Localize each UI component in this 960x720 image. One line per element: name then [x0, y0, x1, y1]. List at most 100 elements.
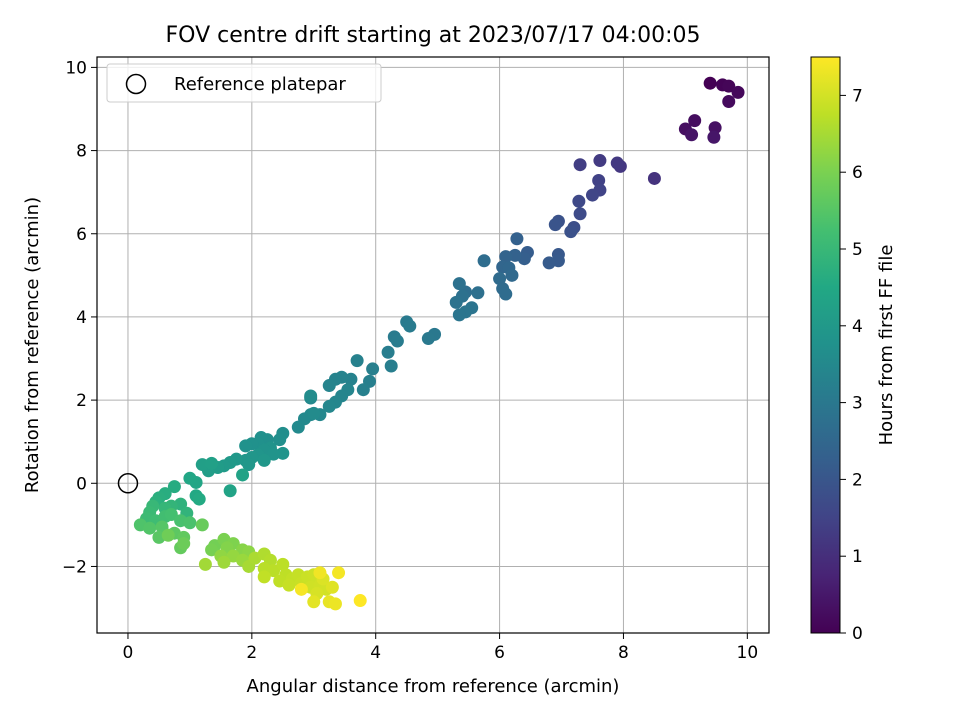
- y-axis-ticks: −2 0 2 4 6 8 10: [62, 58, 97, 577]
- data-point: [332, 566, 346, 580]
- data-point: [610, 156, 624, 170]
- data-point: [195, 518, 209, 532]
- data-point: [403, 319, 417, 333]
- data-point: [688, 114, 702, 128]
- data-point: [542, 256, 556, 270]
- reference-platepar-marker: [117, 473, 139, 494]
- data-point: [183, 471, 197, 485]
- data-point: [236, 468, 250, 482]
- data-point: [322, 379, 336, 393]
- data-point: [205, 456, 219, 470]
- data-point: [282, 578, 296, 592]
- data-point: [499, 250, 513, 264]
- data-point: [685, 128, 699, 142]
- data-point: [325, 580, 339, 594]
- data-point: [572, 194, 586, 208]
- y-axis-label: Rotation from reference (arcmin): [22, 197, 43, 493]
- data-point: [381, 345, 395, 359]
- x-axis-label: Angular distance from reference (arcmin): [247, 676, 620, 697]
- data-point: [167, 480, 181, 494]
- data-point: [477, 254, 491, 268]
- legend-box: [106, 63, 382, 103]
- data-point: [273, 433, 287, 447]
- data-point: [390, 334, 404, 348]
- colorbar-tick-label: 4: [852, 317, 863, 337]
- data-point: [192, 492, 206, 506]
- x-tick-label: 0: [123, 643, 134, 663]
- data-point: [592, 174, 606, 188]
- data-point: [585, 188, 599, 202]
- data-point: [449, 295, 463, 309]
- data-point: [510, 232, 524, 246]
- data-point: [276, 557, 290, 571]
- data-point: [161, 528, 175, 542]
- data-point: [276, 446, 290, 460]
- y-tick-label: 6: [76, 225, 87, 245]
- data-point: [548, 218, 562, 232]
- colorbar-tick-label: 3: [852, 394, 863, 414]
- colorbar-tick-label: 1: [852, 547, 863, 567]
- data-point: [708, 121, 722, 135]
- data-point: [452, 277, 466, 291]
- colorbar-label: Hours from first FF file: [876, 245, 897, 446]
- data-point: [366, 362, 380, 376]
- data-point: [722, 94, 736, 108]
- data-point: [356, 383, 370, 397]
- data-point: [291, 420, 305, 434]
- data-point: [505, 268, 519, 282]
- y-tick-label: 0: [76, 474, 87, 494]
- y-tick-label: 8: [76, 142, 87, 162]
- y-tick-label: 2: [76, 391, 87, 411]
- data-point: [471, 286, 485, 300]
- data-point: [493, 272, 507, 286]
- data-point: [143, 521, 157, 535]
- colorbar-tick-label: 7: [852, 86, 863, 106]
- data-point: [205, 543, 219, 557]
- data-point: [593, 154, 607, 168]
- x-tick-label: 4: [370, 643, 381, 663]
- data-point: [421, 332, 435, 346]
- data-point: [198, 557, 212, 571]
- colorbar-tick-label: 0: [852, 624, 863, 644]
- data-point: [307, 595, 321, 609]
- data-point: [239, 439, 253, 453]
- data-point: [499, 287, 513, 301]
- x-tick-label: 8: [618, 643, 629, 663]
- y-tick-label: 4: [76, 308, 87, 328]
- data-point: [304, 389, 318, 403]
- data-point: [257, 570, 271, 584]
- data-point: [731, 85, 745, 99]
- colorbar-ticks: 0 1 2 3 4 5 6 7: [840, 86, 863, 644]
- data-point: [223, 484, 237, 498]
- colorbar-gradient: [810, 56, 841, 634]
- reference-point: [117, 473, 139, 494]
- colorbar-tick-label: 6: [852, 163, 863, 183]
- plot-frame: [96, 56, 770, 634]
- data-point: [183, 516, 197, 530]
- legend-marker-icon: [125, 73, 147, 95]
- data-points: [133, 76, 745, 611]
- data-point: [573, 158, 587, 172]
- colorbar-tick-label: 5: [852, 240, 863, 260]
- x-tick-label: 10: [737, 643, 759, 663]
- chart-title: FOV centre drift starting at 2023/07/17 …: [166, 23, 701, 48]
- legend-entry: Reference platepar: [174, 74, 346, 95]
- data-point: [564, 225, 578, 239]
- y-tick-label: 10: [65, 58, 87, 78]
- colorbar-tick-label: 2: [852, 470, 863, 490]
- legend: Reference platepar: [106, 63, 382, 103]
- data-point: [242, 458, 256, 472]
- data-point: [267, 564, 281, 578]
- grid: [97, 57, 769, 633]
- data-point: [722, 79, 736, 93]
- data-point: [322, 399, 336, 413]
- data-point: [350, 354, 364, 368]
- x-axis-ticks: 0 2 4 6 8 10: [123, 633, 759, 663]
- data-point: [294, 582, 308, 596]
- data-point: [217, 555, 231, 569]
- data-point: [267, 447, 281, 461]
- data-point: [313, 566, 327, 580]
- colorbar: 0 1 2 3 4 5 6 7 Hours from first FF file: [810, 56, 897, 644]
- data-point: [328, 597, 342, 611]
